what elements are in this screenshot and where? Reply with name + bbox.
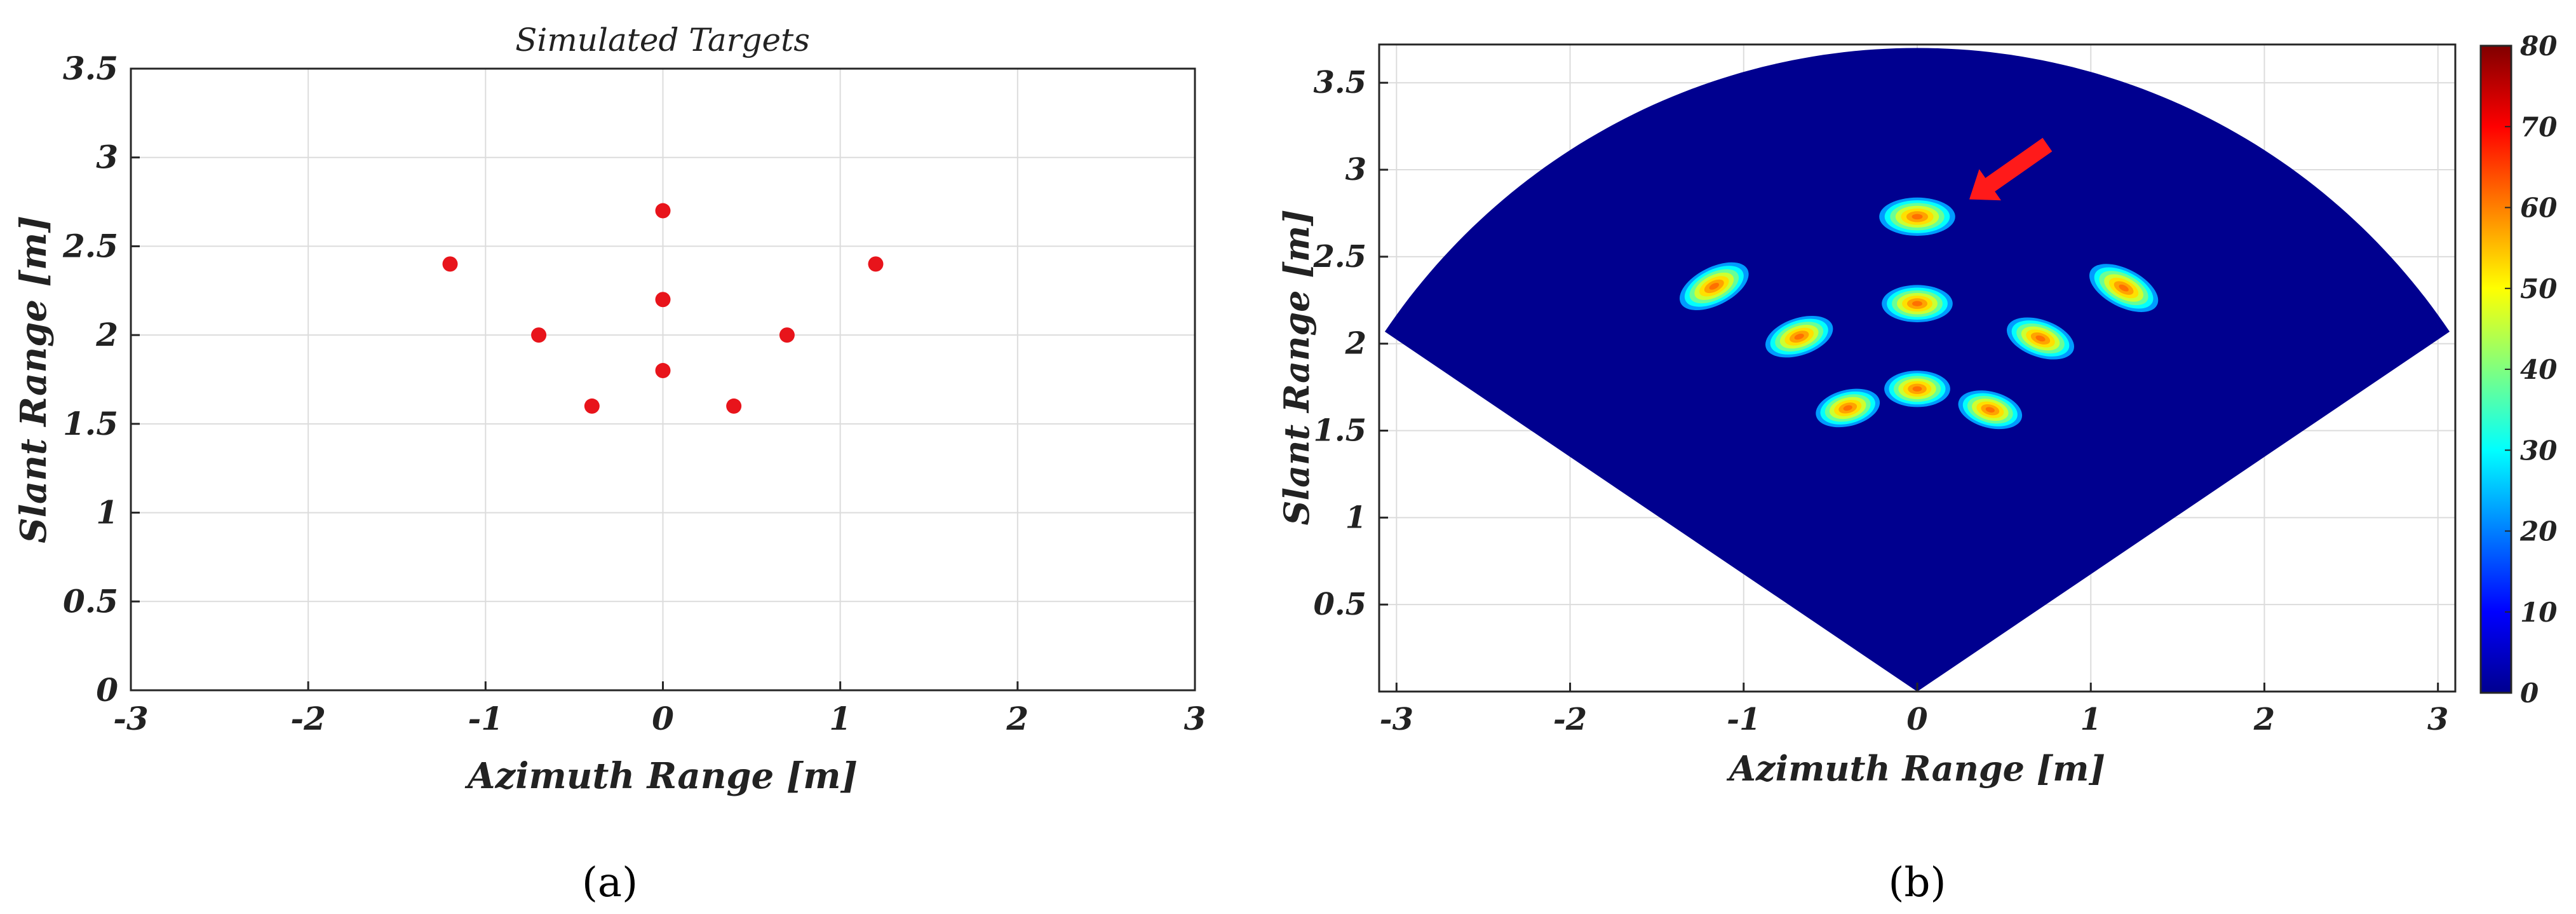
y-tick-label: 0.5 (63, 582, 118, 620)
target-point (726, 398, 742, 414)
panel-a-title: Simulated Targets (515, 22, 810, 58)
x-tick-label: -2 (290, 700, 326, 737)
colorbar-tick-label: 20 (2519, 516, 2557, 547)
panel-a-points (442, 203, 884, 414)
y-tick-label: 1 (96, 494, 118, 531)
x-tick-label: -1 (468, 700, 504, 737)
response-contour (1912, 301, 1922, 306)
x-tick-label: -3 (1380, 702, 1413, 737)
x-tick-label: -3 (113, 700, 149, 737)
y-tick-label: 2.5 (62, 227, 118, 264)
x-tick-label: -1 (1727, 702, 1760, 737)
radar-fan (1384, 48, 2450, 692)
target-response (1765, 315, 1833, 358)
colorbar-tick-label: 10 (2520, 597, 2557, 628)
x-tick-label: 1 (2080, 702, 2101, 737)
response-contour (2035, 335, 2046, 342)
response-contour (1709, 283, 1720, 290)
panel-b-arrow (1969, 137, 2053, 201)
panel-b-image (1384, 48, 2450, 692)
x-tick-label: 2 (1006, 700, 1028, 737)
target-point (655, 363, 671, 379)
y-tick-label: 2.5 (1312, 239, 1366, 275)
target-response (1882, 285, 1953, 322)
target-point (531, 327, 547, 343)
x-tick-label: -2 (1553, 702, 1587, 737)
x-tick-label: 2 (2253, 702, 2275, 737)
colorbar-ticks: 0 10 20 30 40 50 60 70 80 (2505, 31, 2557, 709)
arrow-shape (1969, 137, 2053, 201)
colorbar-tick-label: 60 (2520, 193, 2557, 224)
panel-b-caption: (b) (1889, 859, 1946, 906)
target-point (442, 256, 458, 272)
y-tick-label: 2 (95, 316, 118, 353)
y-tick-label: 3.5 (1313, 65, 1366, 100)
y-tick-label: 0.5 (1313, 587, 1366, 622)
x-tick-label: 0 (1906, 702, 1927, 737)
target-response (2089, 264, 2159, 312)
target-point (779, 327, 795, 343)
y-tick-label: 3.5 (63, 50, 118, 87)
y-tick-label: 0 (96, 671, 118, 709)
x-tick-label: 1 (829, 700, 851, 737)
y-tick-label: 1.5 (63, 405, 118, 442)
target-point (868, 256, 884, 272)
colorbar-tick-label: 80 (2519, 31, 2557, 62)
y-tick-label: 1.5 (1313, 413, 1366, 449)
colorbar-tick-label: 70 (2520, 111, 2557, 142)
target-response (1816, 388, 1880, 428)
panel-b-y-ticks: 0.5 1 1.5 2 2.5 3 3.5 (1312, 65, 1388, 622)
colorbar-tick-label: 40 (2520, 354, 2557, 385)
response-contour (1985, 407, 1995, 413)
response-contour (1794, 333, 1804, 340)
panel-b-x-axis-label: Azimuth Range [m] (1726, 748, 2105, 789)
y-tick-label: 3 (1345, 152, 1366, 188)
target-response (1884, 371, 1950, 407)
target-response (1879, 197, 1955, 236)
panel-a-y-ticks: 0 0.5 1 1.5 2 2.5 3 3.5 (62, 50, 140, 709)
arrow-icon (1969, 137, 2053, 201)
colorbar-tick-label: 0 (2520, 678, 2539, 709)
y-tick-label: 3 (96, 139, 118, 176)
x-tick-label: 3 (2427, 702, 2448, 737)
y-tick-label: 1 (1345, 500, 1366, 535)
response-contour (1843, 405, 1852, 411)
target-point (655, 292, 671, 308)
response-contour (2119, 284, 2129, 292)
panel-a-scatter: -3 -2 -1 0 1 2 3 0 0.5 1 1.5 2 2.5 3 3.5 Simulated Ta… (13, 22, 1206, 906)
y-tick-label: 2 (1345, 326, 1366, 362)
panel-a-y-axis-label: Slant Range [m] (13, 215, 55, 543)
response-contour (1912, 386, 1922, 392)
panel-a-caption: (a) (582, 859, 638, 906)
panel-a-x-axis-label: Azimuth Range [m] (464, 755, 858, 797)
panel-b-y-axis-label: Slant Range [m] (1276, 209, 1317, 525)
x-tick-label: 0 (652, 700, 674, 737)
colorbar-tick-label: 50 (2520, 273, 2557, 304)
x-tick-label: 3 (1184, 700, 1206, 737)
response-contour (1912, 214, 1923, 220)
target-response (1679, 262, 1749, 311)
target-point (584, 398, 600, 414)
panel-b-x-ticks: -3 -2 -1 0 1 2 3 (1380, 683, 2448, 737)
panel-a-x-ticks: -3 -2 -1 0 1 2 3 (113, 681, 1206, 737)
target-response (2007, 317, 2074, 360)
colorbar-tick-label: 30 (2520, 435, 2557, 466)
panel-b-heatmap: -3 -2 -1 0 1 2 3 0.5 1 1.5 2 2.5 3 3.5 Azimuth Range… (1276, 31, 2557, 906)
target-response (1958, 390, 2023, 430)
target-point (655, 203, 671, 219)
